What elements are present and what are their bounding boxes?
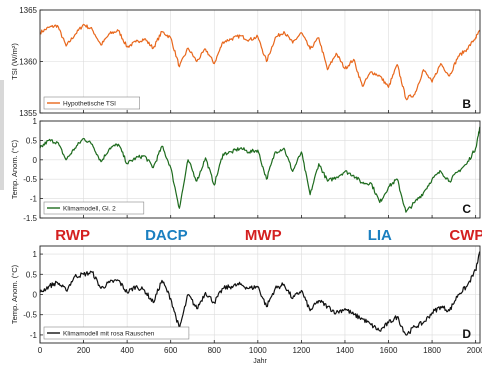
y-tick-label: -0.5 (23, 311, 37, 320)
y-tick-label: -0.5 (23, 175, 37, 184)
y-tick-label: 1355 (19, 109, 37, 118)
y-tick-label: 1 (33, 250, 38, 259)
y-tick-label: 1 (33, 117, 38, 126)
period-label-lia: LIA (368, 227, 392, 244)
plot-frame (39, 120, 481, 219)
period-label-cwp: CWP (449, 227, 482, 244)
x-axis-label: Jahr (253, 358, 267, 365)
y-tick-label: 1360 (19, 58, 37, 67)
y-axis-label: Temp. Anom. (°C) (10, 139, 19, 199)
x-tick-label: 1600 (380, 346, 398, 355)
y-axis-label: Temp. Anom. (°C) (10, 264, 19, 324)
y-tick-label: -1 (30, 331, 38, 340)
panel-letter: B (462, 97, 471, 111)
y-tick-label: -1.5 (23, 214, 37, 223)
legend: Klimamodell mit rosa Rauschen (43, 326, 190, 340)
panel-letter: C (462, 202, 471, 216)
x-tick-label: 400 (120, 346, 134, 355)
period-labels: RWP DACP MWP LIA CWP (55, 227, 482, 244)
left-page-edge (0, 80, 4, 190)
y-tick-label: 0 (33, 156, 38, 165)
y-tick-label: 0.5 (26, 136, 38, 145)
panel-b: 1355 1360 1365 TSI (W/m²) Hypothetische TSI B (10, 6, 481, 118)
legend: Hypothetische TSI (43, 96, 140, 110)
series-line (39, 23, 481, 101)
x-tick-label: 800 (208, 346, 222, 355)
panel-letter: D (462, 327, 471, 341)
y-tick-label: 0 (33, 291, 38, 300)
legend-box (43, 96, 140, 110)
x-tick-label: 2000 (467, 346, 482, 355)
legend-label: Klimamodell, Gl. 2 (63, 206, 116, 213)
y-tick-label: -1 (30, 195, 38, 204)
x-tick-label: 1400 (336, 346, 354, 355)
series-line (39, 251, 481, 336)
panel-c: -1.5 -1 -0.5 0 0.5 1 Temp. Anom. (°C) Klimamode… (10, 117, 481, 223)
x-tick-label: 1200 (292, 346, 310, 355)
y-tick-label: 0.5 (26, 270, 38, 279)
legend: Klimamodell, Gl. 2 (43, 201, 145, 215)
legend-box (43, 201, 145, 215)
period-label-mwp: MWP (245, 227, 282, 244)
period-label-dacp: DACP (145, 227, 188, 244)
x-tick-label: 600 (164, 346, 178, 355)
panel-d: -1 -0.5 0 0.5 1 Temp. Anom. (°C) Klimamodell m… (10, 245, 482, 365)
legend-label: Hypothetische TSI (63, 101, 116, 108)
series-line (39, 126, 481, 213)
y-axis-label: TSI (W/m²) (10, 43, 19, 80)
legend-box (43, 326, 190, 340)
x-tick-label: 1800 (423, 346, 441, 355)
y-tick-label: 1365 (19, 6, 37, 15)
x-tick-label: 0 (38, 346, 43, 355)
x-tick-label: 200 (77, 346, 91, 355)
x-tick-label: 1000 (249, 346, 267, 355)
period-label-rwp: RWP (55, 227, 90, 244)
legend-label: Klimamodell mit rosa Rauschen (63, 331, 155, 338)
